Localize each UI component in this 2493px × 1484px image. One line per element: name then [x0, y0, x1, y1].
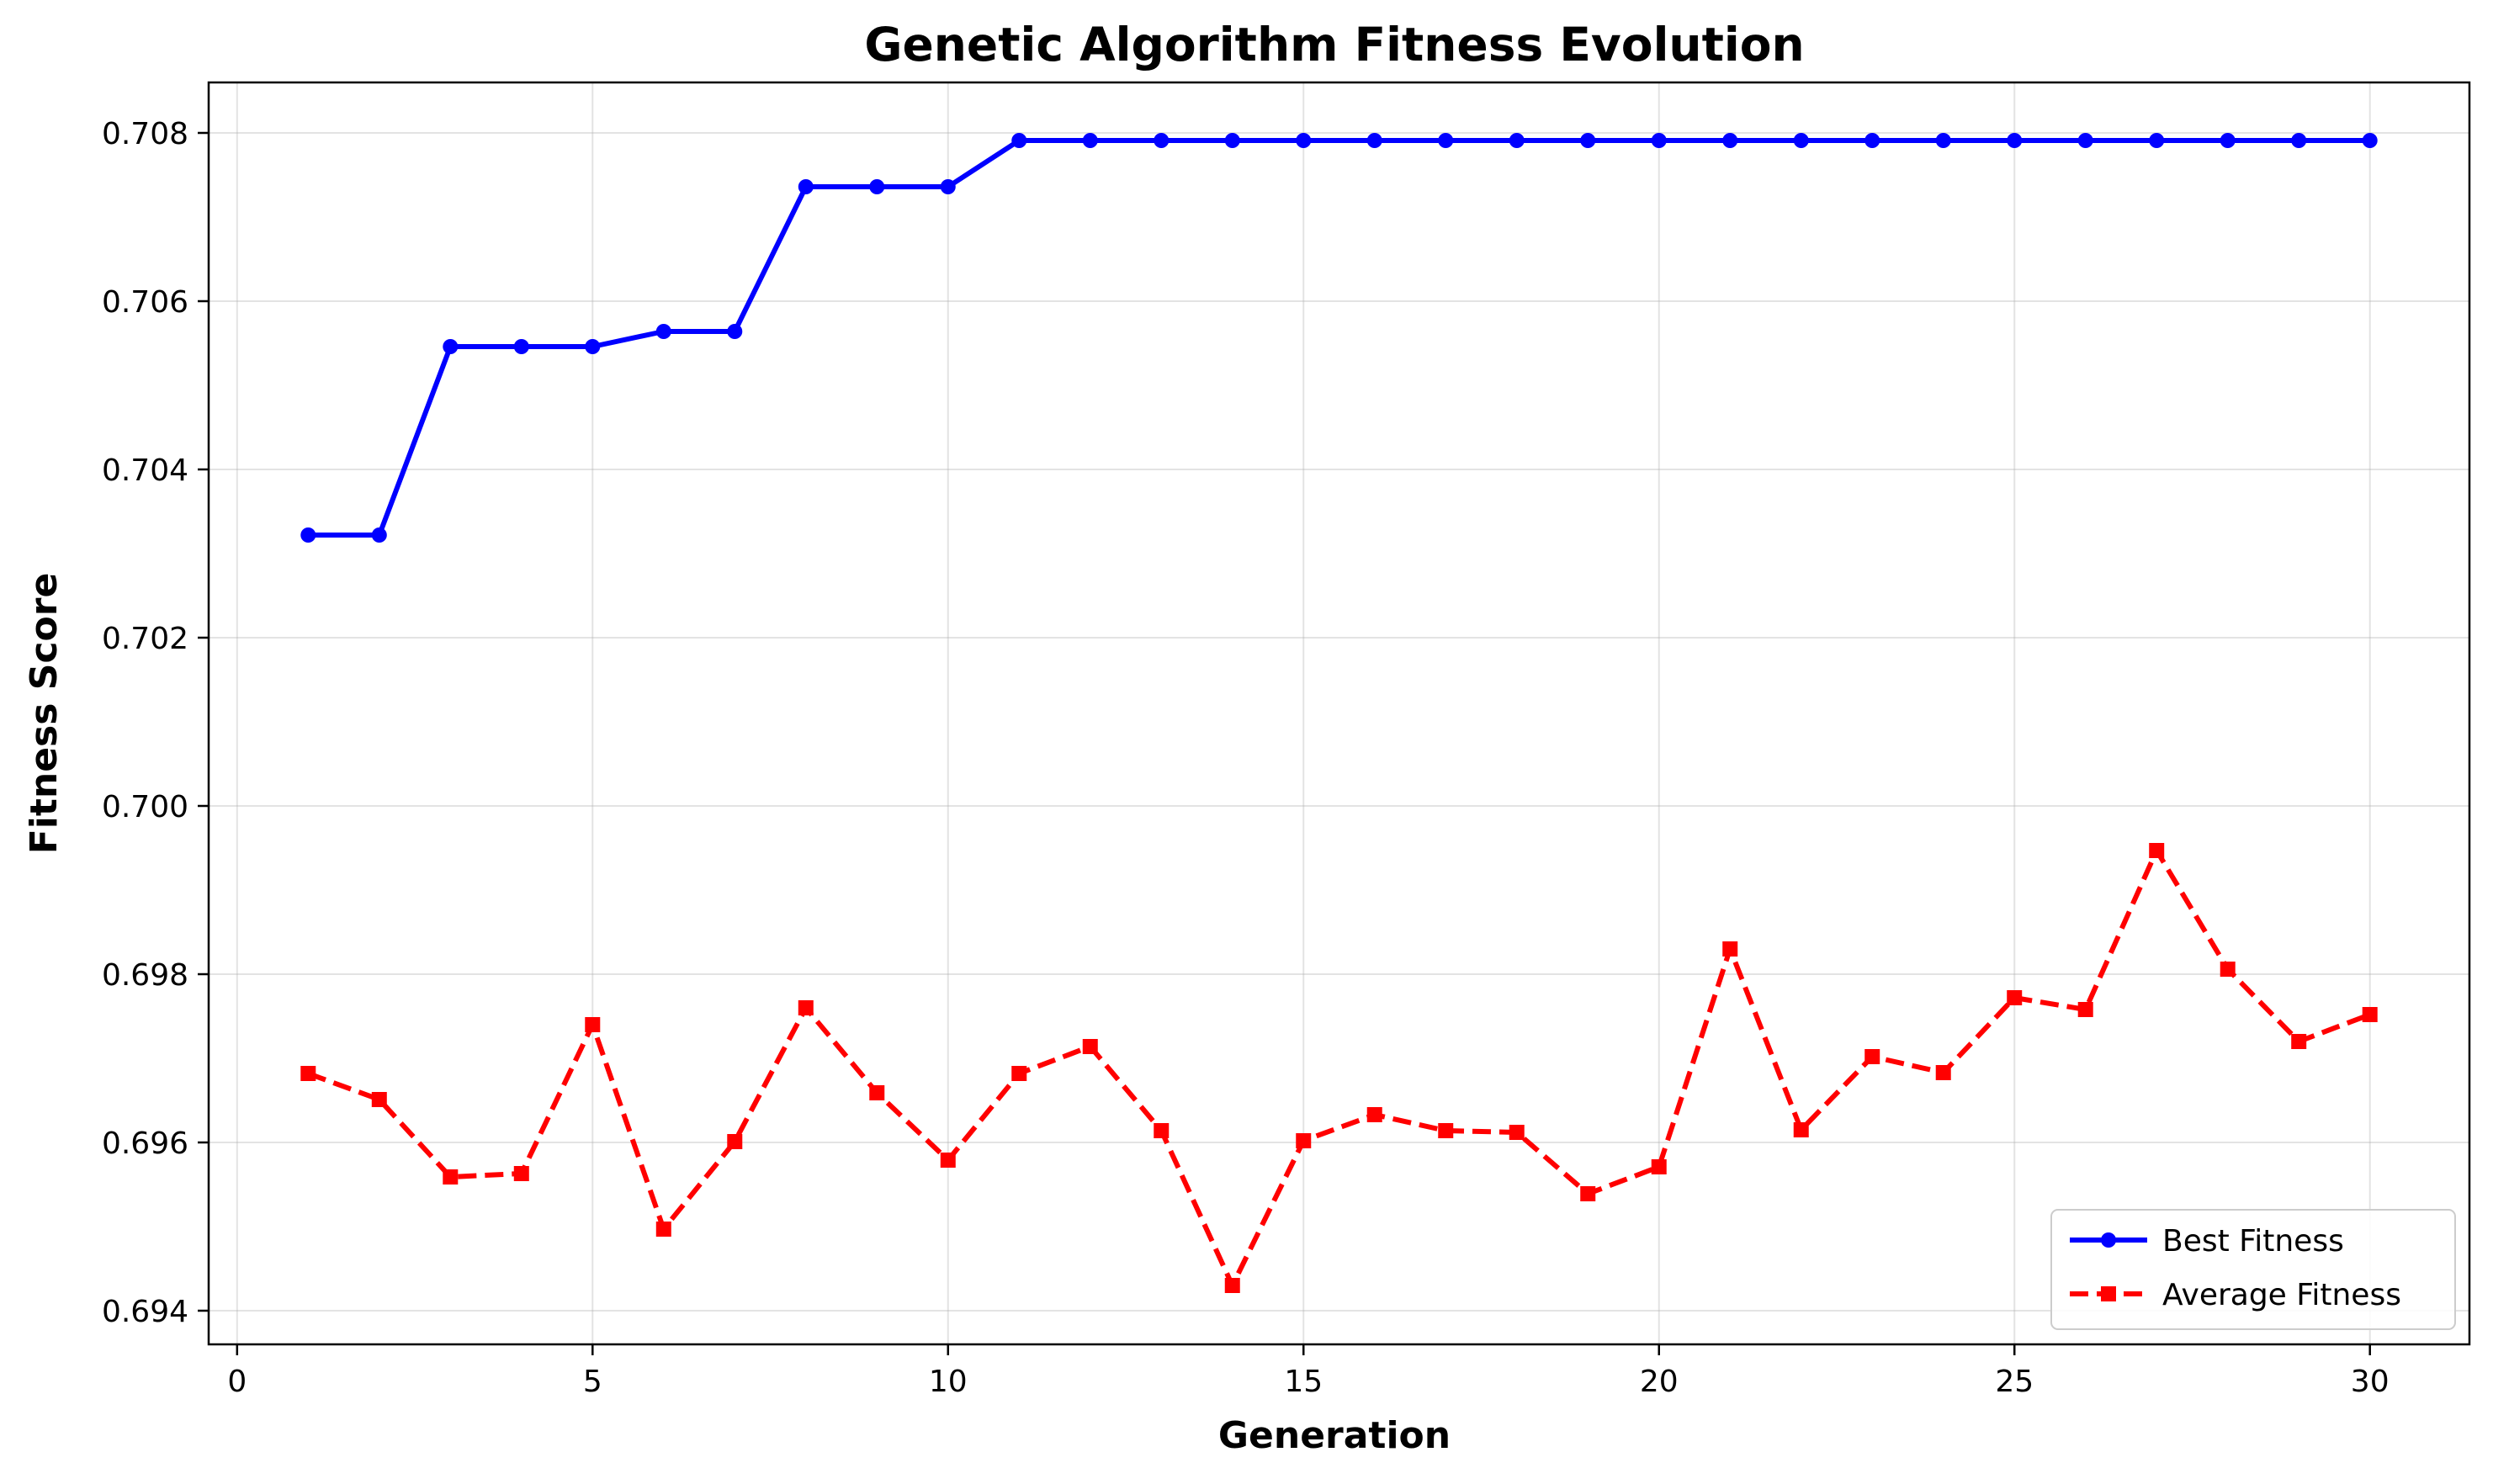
data-point — [2077, 133, 2093, 148]
data-point — [1793, 133, 1809, 148]
data-point — [2149, 843, 2165, 858]
data-point — [1651, 133, 1667, 148]
data-point — [1722, 133, 1738, 148]
data-point — [655, 1222, 671, 1237]
y-tick-label: 0.696 — [102, 1126, 188, 1161]
legend-label: Best Fitness — [2162, 1224, 2344, 1259]
data-point — [727, 324, 743, 339]
data-point — [1011, 1066, 1027, 1081]
x-tick-label: 5 — [583, 1365, 602, 1399]
data-point — [727, 1134, 743, 1149]
data-point — [1864, 1049, 1880, 1064]
data-point — [585, 339, 601, 354]
x-axis-label: Generation — [1218, 1414, 1451, 1457]
data-point — [1154, 133, 1170, 148]
x-tick-label: 30 — [2351, 1365, 2390, 1399]
data-point — [2220, 133, 2236, 148]
chart-title: Genetic Algorithm Fitness Evolution — [864, 18, 1804, 72]
data-point — [2220, 962, 2236, 977]
data-point — [1793, 1122, 1809, 1137]
y-tick-label: 0.704 — [102, 453, 188, 488]
x-tick-label: 10 — [929, 1365, 968, 1399]
data-point — [2149, 133, 2165, 148]
data-point — [940, 1153, 956, 1168]
data-point — [1224, 1278, 1240, 1293]
legend-entry: Average Fitness — [2070, 1278, 2401, 1312]
y-tick-label: 0.700 — [102, 790, 188, 824]
data-point — [1864, 133, 1880, 148]
data-point — [1438, 133, 1454, 148]
data-point — [1580, 1186, 1596, 1201]
data-point — [2291, 1034, 2307, 1049]
data-point — [1509, 1125, 1525, 1140]
data-point — [869, 179, 885, 194]
legend-label: Average Fitness — [2162, 1278, 2401, 1312]
legend-entry: Best Fitness — [2070, 1224, 2344, 1259]
x-tick-label: 0 — [227, 1365, 247, 1399]
legend: Best Fitness Average Fitness — [2050, 1209, 2456, 1330]
y-tick-label: 0.694 — [102, 1295, 188, 1329]
data-point — [2007, 133, 2023, 148]
x-tick-label: 15 — [1284, 1365, 1323, 1399]
x-tick-label: 20 — [1640, 1365, 1679, 1399]
data-point — [2362, 1007, 2378, 1022]
data-point — [513, 339, 529, 354]
y-axis-label: Fitness Score — [23, 573, 66, 855]
data-point — [443, 339, 459, 354]
legend-marker — [2101, 1286, 2116, 1301]
data-point — [2362, 133, 2378, 148]
data-point — [1366, 1107, 1382, 1122]
data-point — [1509, 133, 1525, 148]
y-tick-label: 0.706 — [102, 285, 188, 320]
data-point — [2007, 990, 2023, 1005]
x-tick-label: 25 — [1995, 1365, 2034, 1399]
data-point — [1082, 133, 1098, 148]
data-point — [1296, 1133, 1312, 1148]
data-point — [1366, 133, 1382, 148]
axis-ticks: 0 5 10 15 20 25 30 0.694 0.696 0.698 0.700 0.702 0.7… — [102, 117, 2390, 1399]
data-point — [300, 1066, 316, 1081]
data-point — [2291, 133, 2307, 148]
data-point — [585, 1017, 601, 1032]
data-point — [2077, 1002, 2093, 1017]
series-0 — [300, 133, 2378, 543]
data-point — [371, 1092, 387, 1107]
data-point — [1438, 1123, 1454, 1138]
plot-area-frame — [207, 81, 2471, 1346]
y-tick-label: 0.698 — [102, 958, 188, 993]
data-point — [1651, 1159, 1667, 1174]
data-point — [513, 1166, 529, 1181]
grid-lines — [209, 82, 2469, 1344]
data-point — [655, 324, 671, 339]
data-point — [1935, 133, 1951, 148]
legend-box — [2050, 1209, 2456, 1330]
data-point — [869, 1085, 885, 1100]
data-point — [940, 179, 956, 194]
data-point — [1722, 941, 1738, 957]
series-line — [308, 138, 2370, 538]
y-tick-label: 0.708 — [102, 117, 188, 151]
data-point — [1935, 1065, 1951, 1080]
data-point — [371, 527, 387, 543]
data-point — [300, 527, 316, 543]
data-point — [1224, 133, 1240, 148]
data-point — [1296, 133, 1312, 148]
y-tick-label: 0.702 — [102, 622, 188, 656]
data-point — [798, 179, 814, 194]
legend-marker — [2101, 1232, 2116, 1248]
data-point — [1580, 133, 1596, 148]
data-point — [1082, 1039, 1098, 1054]
data-point — [443, 1169, 459, 1185]
series-line — [307, 848, 2371, 1288]
data-point — [798, 1000, 814, 1015]
plot-series — [300, 133, 2378, 1293]
data-point — [1011, 133, 1027, 148]
series-1 — [300, 843, 2378, 1293]
data-point — [1154, 1123, 1170, 1138]
